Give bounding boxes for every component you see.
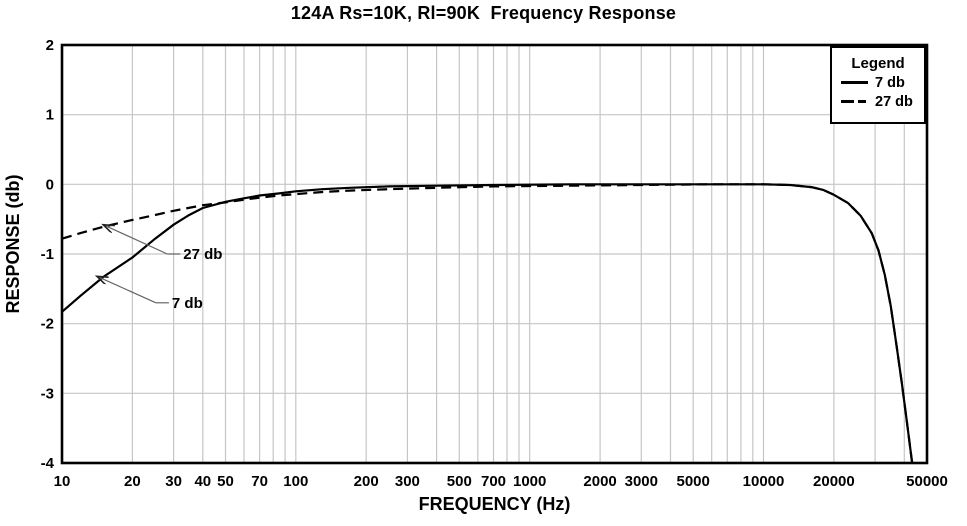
y-tick-label: -2 xyxy=(41,316,54,333)
x-tick-label: 1000 xyxy=(513,473,546,490)
annotation-text: 7 db xyxy=(172,295,203,312)
x-tick-label: 200 xyxy=(354,473,379,490)
legend-entry-7db: 7 db xyxy=(832,73,924,92)
x-tick-label: 20000 xyxy=(813,473,855,490)
x-tick-label: 100 xyxy=(283,473,308,490)
x-tick-label: 3000 xyxy=(625,473,658,490)
x-tick-label: 30 xyxy=(165,473,182,490)
x-axis-title: FREQUENCY (Hz) xyxy=(418,494,571,514)
x-tick-label: 10000 xyxy=(743,473,785,490)
x-tick-label: 20 xyxy=(124,473,141,490)
series-line-27db xyxy=(62,183,914,463)
y-tick-label: 0 xyxy=(46,176,54,193)
annotation-leader xyxy=(97,276,157,304)
dashed-line-swatch xyxy=(841,100,868,103)
series-line-7db xyxy=(62,183,914,463)
x-tick-label: 10 xyxy=(54,473,71,490)
x-tick-label: 2000 xyxy=(583,473,616,490)
x-tick-label: 70 xyxy=(251,473,268,490)
x-tick-label: 300 xyxy=(395,473,420,490)
legend: Legend 7 db 27 db xyxy=(830,46,926,124)
legend-entry-27db: 27 db xyxy=(832,92,924,111)
legend-label-7db: 7 db xyxy=(875,74,905,91)
x-tick-label: 500 xyxy=(447,473,472,490)
annotation-text: 27 db xyxy=(183,246,222,263)
x-tick-label: 50 xyxy=(217,473,234,490)
y-tick-label: 1 xyxy=(46,107,54,124)
solid-line-swatch xyxy=(841,81,868,84)
y-tick-label: -3 xyxy=(41,385,54,402)
y-tick-label: -4 xyxy=(41,455,55,472)
plot-frame xyxy=(60,43,929,465)
x-tick-label: 5000 xyxy=(677,473,710,490)
x-tick-label: 40 xyxy=(194,473,211,490)
chart-title: 124A Rs=10K, Rl=90K Frequency Response xyxy=(290,3,677,23)
annotation-leader xyxy=(103,225,168,255)
y-tick-label: -1 xyxy=(41,246,54,263)
x-tick-label: 50000 xyxy=(906,473,948,490)
legend-title: Legend xyxy=(851,55,905,72)
x-tick-label: 700 xyxy=(481,473,506,490)
legend-label-27db: 27 db xyxy=(875,93,913,110)
y-tick-label: 2 xyxy=(46,37,54,54)
